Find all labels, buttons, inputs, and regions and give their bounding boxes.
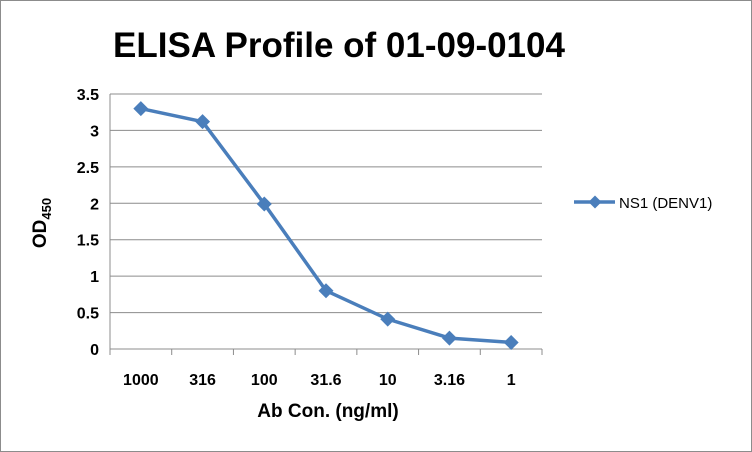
y-axis-label: OD450 bbox=[30, 198, 54, 248]
y-axis-label-main: OD bbox=[30, 220, 51, 249]
y-tick-label: 3 bbox=[90, 123, 99, 140]
legend-marker bbox=[588, 195, 602, 209]
y-axis-label-subscript: 450 bbox=[39, 198, 54, 220]
series-line bbox=[140, 106, 512, 345]
y-tick-label: 3.5 bbox=[77, 87, 99, 104]
data-point-marker bbox=[195, 114, 211, 130]
legend: NS1 (DENV1) bbox=[574, 195, 712, 212]
y-tick-label: 0.5 bbox=[77, 306, 99, 323]
x-axis-label: Ab Con. (ng/ml) bbox=[257, 401, 398, 422]
x-tick-label: 3.16 bbox=[434, 372, 465, 389]
y-tick-label: 1.5 bbox=[77, 233, 99, 250]
data-point-marker bbox=[318, 283, 334, 299]
y-tick-label: 2 bbox=[90, 196, 99, 213]
x-tick-label: 31.6 bbox=[310, 372, 341, 389]
axes: 0 0.5 1 1.5 2 2.5 3 3.5 1000 316 100 31.6 10 3.16 1 bbox=[77, 87, 543, 389]
y-tick-label: 1 bbox=[90, 269, 99, 286]
y-tick-label: 0 bbox=[90, 342, 99, 359]
gridlines bbox=[110, 93, 542, 314]
chart-title: ELISA Profile of 01-09-0104 bbox=[113, 26, 565, 65]
y-tick-label: 2.5 bbox=[77, 160, 99, 177]
x-tick-label: 316 bbox=[189, 372, 216, 389]
series-layer bbox=[133, 101, 519, 350]
data-point-marker bbox=[441, 330, 457, 346]
legend-label: NS1 (DENV1) bbox=[619, 195, 712, 212]
x-tick-label: 1 bbox=[507, 372, 516, 389]
svg-text:OD450: OD450 bbox=[30, 198, 54, 248]
x-tick-label: 1000 bbox=[123, 372, 159, 389]
x-tick-label: 10 bbox=[379, 372, 397, 389]
data-point-marker bbox=[380, 311, 396, 327]
data-point-marker bbox=[133, 101, 149, 117]
data-point-marker bbox=[503, 334, 519, 350]
data-point-marker bbox=[256, 196, 272, 212]
x-tick-label: 100 bbox=[251, 372, 278, 389]
